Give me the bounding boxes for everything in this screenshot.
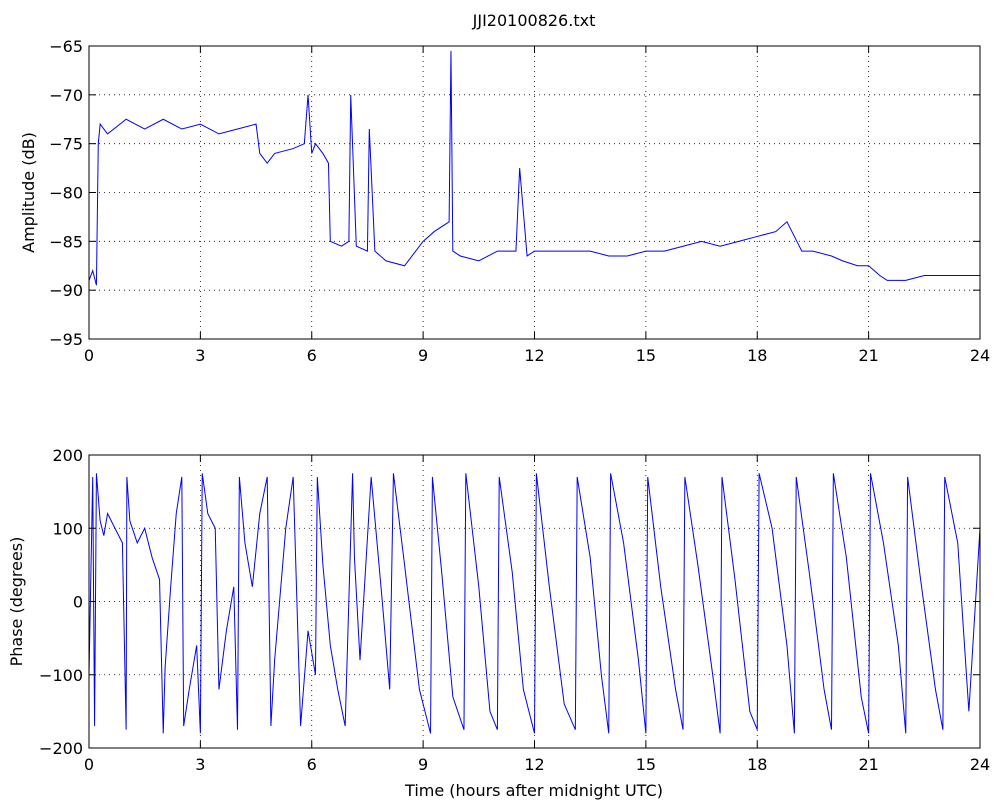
- phase-ytick-label-0: −200: [39, 739, 83, 758]
- amplitude-ytick-label-0: −95: [49, 330, 83, 349]
- amplitude-xtick-label-4: 12: [524, 346, 544, 365]
- amplitude-ytick-label-2: −85: [49, 232, 83, 251]
- phase-plot: 0 3 6 9 12 15 18 21 24 −200 −100 0 100 200 Phase (deg…: [7, 446, 990, 800]
- amplitude-xtick-label-1: 3: [195, 346, 205, 365]
- amplitude-xtick-label-3: 9: [418, 346, 428, 365]
- amplitude-ytick-label-5: −70: [49, 86, 83, 105]
- amplitude-xtick-label-2: 6: [307, 346, 317, 365]
- phase-xtick-label-7: 21: [858, 755, 878, 774]
- phase-xtick-label-1: 3: [195, 755, 205, 774]
- phase-ytick-label-1: −100: [39, 666, 83, 685]
- phase-xtick-label-4: 12: [524, 755, 544, 774]
- amplitude-xtick-label-0: 0: [84, 346, 94, 365]
- amplitude-xtick-label-7: 21: [858, 346, 878, 365]
- phase-xtick-label-0: 0: [84, 755, 94, 774]
- phase-ytick-label-4: 200: [52, 446, 83, 465]
- phase-x-axis-label: Time (hours after midnight UTC): [404, 781, 663, 800]
- amplitude-ticks: 0 3 6 9 12 15 18 21 24 −95 −90 −85 −80 −75 −70 −65: [49, 37, 990, 365]
- amplitude-gridlines: [89, 46, 980, 339]
- amplitude-plot: 0 3 6 9 12 15 18 21 24 −95 −90 −85 −80 −75 −70 −65 Ampl…: [19, 37, 990, 365]
- phase-xtick-label-3: 9: [418, 755, 428, 774]
- amplitude-xtick-label-8: 24: [970, 346, 990, 365]
- amplitude-ytick-label-6: −65: [49, 37, 83, 56]
- phase-xtick-label-2: 6: [307, 755, 317, 774]
- phase-series-line: [88, 473, 981, 734]
- phase-ticks: 0 3 6 9 12 15 18 21 24 −200 −100 0 100 200: [39, 446, 990, 774]
- amplitude-ytick-label-1: −90: [49, 281, 83, 300]
- amplitude-xtick-label-5: 15: [636, 346, 656, 365]
- phase-ytick-label-2: 0: [73, 593, 83, 612]
- phase-ytick-label-3: 100: [52, 519, 83, 538]
- figure-title: JJI20100826.txt: [472, 11, 596, 30]
- amplitude-series-line: [88, 50, 980, 286]
- phase-xtick-label-6: 18: [747, 755, 767, 774]
- phase-xtick-label-5: 15: [636, 755, 656, 774]
- phase-xtick-label-8: 24: [970, 755, 990, 774]
- amplitude-ytick-label-4: −75: [49, 135, 83, 154]
- amplitude-ytick-label-3: −80: [49, 184, 83, 203]
- phase-y-axis-label: Phase (degrees): [7, 537, 26, 667]
- amplitude-xtick-label-6: 18: [747, 346, 767, 365]
- amplitude-y-axis-label: Amplitude (dB): [19, 132, 38, 253]
